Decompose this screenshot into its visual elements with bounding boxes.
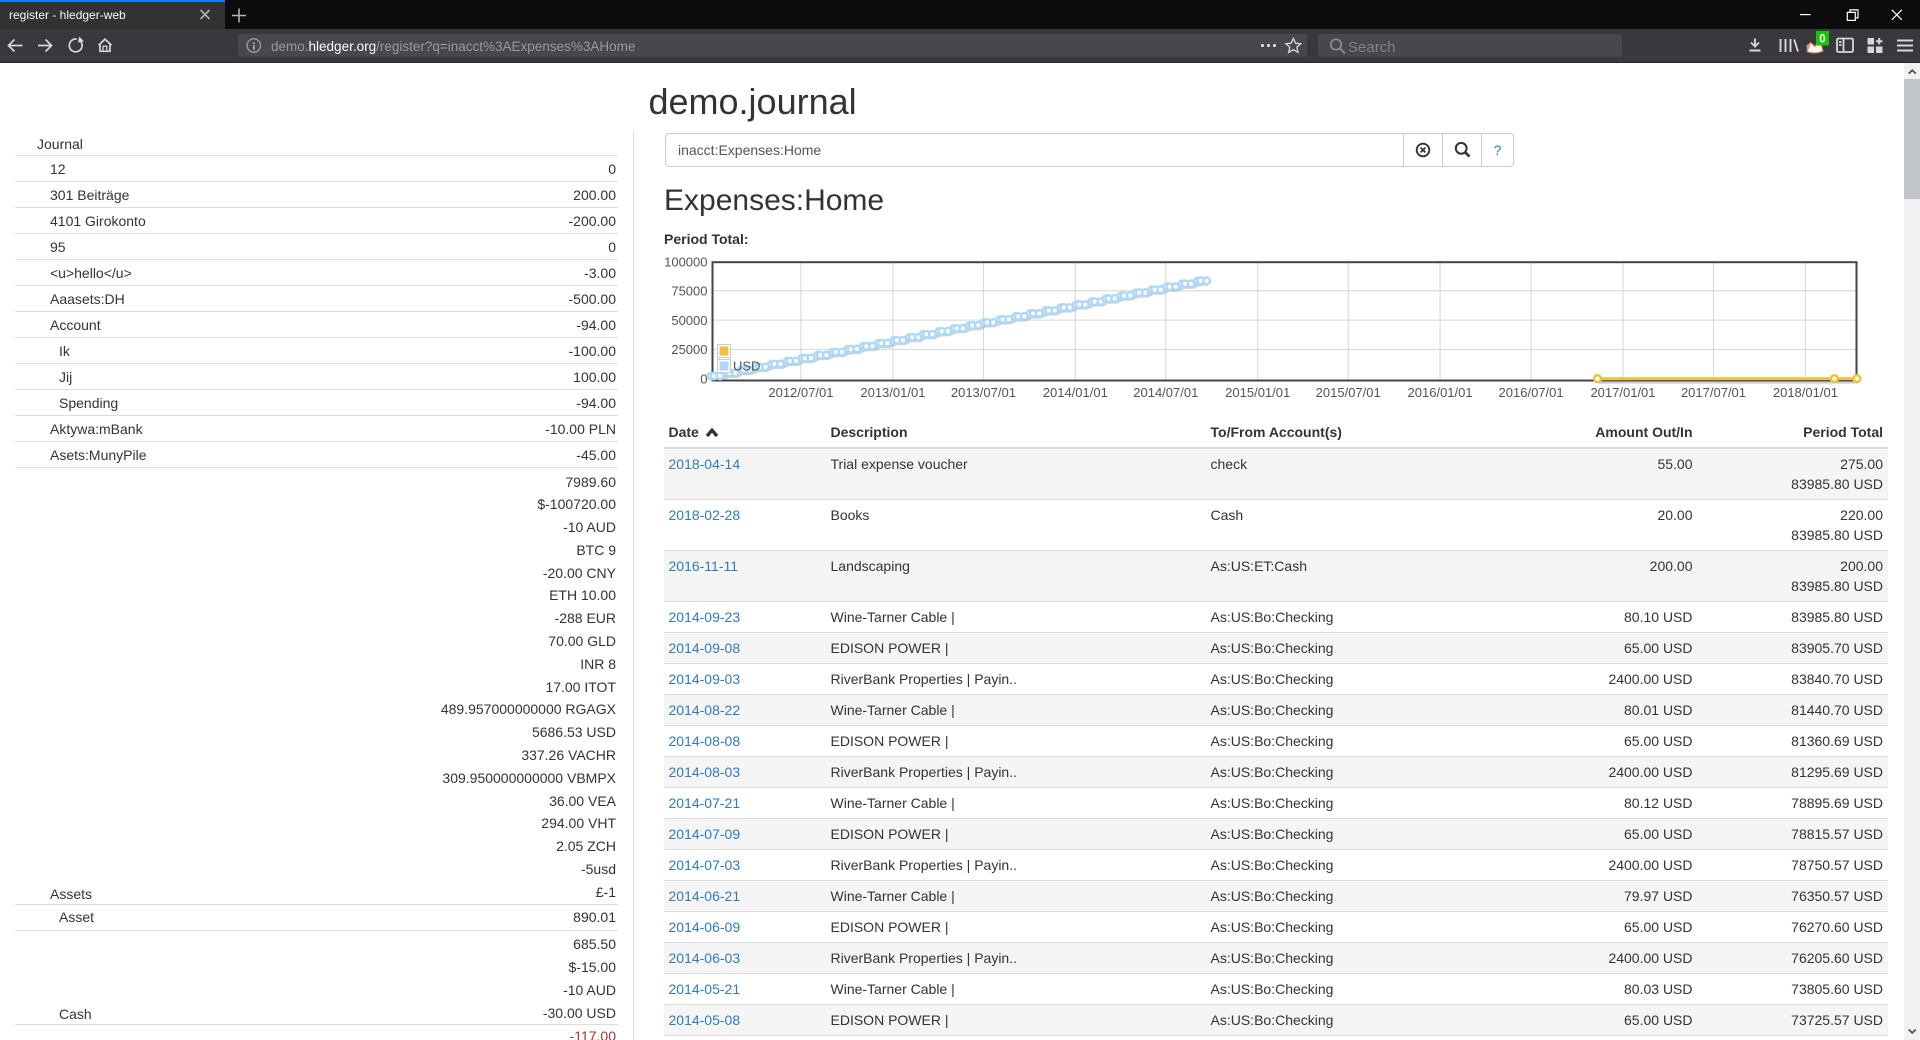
- svg-text:75000: 75000: [671, 284, 707, 299]
- svg-text:2017/07/01: 2017/07/01: [1681, 385, 1746, 400]
- svg-text:2014/01/01: 2014/01/01: [1043, 385, 1108, 400]
- svg-text:2018/01/01: 2018/01/01: [1773, 385, 1838, 400]
- svg-text:100000: 100000: [664, 255, 707, 270]
- svg-text:2014/07/01: 2014/07/01: [1133, 385, 1198, 400]
- svg-text:2013/01/01: 2013/01/01: [860, 385, 925, 400]
- svg-text:2016/07/01: 2016/07/01: [1499, 385, 1564, 400]
- svg-text:0: 0: [700, 371, 707, 386]
- svg-text:0: 0: [1819, 34, 1825, 46]
- svg-text:2012/07/01: 2012/07/01: [768, 385, 833, 400]
- svg-text:50000: 50000: [671, 313, 707, 328]
- svg-text:2016/01/01: 2016/01/01: [1408, 385, 1473, 400]
- svg-text:2013/07/01: 2013/07/01: [951, 385, 1016, 400]
- svg-text:2017/01/01: 2017/01/01: [1590, 385, 1655, 400]
- svg-text:2015/07/01: 2015/07/01: [1316, 385, 1381, 400]
- svg-text:25000: 25000: [671, 342, 707, 357]
- svg-text:2015/01/01: 2015/01/01: [1225, 385, 1290, 400]
- svg-text:USD: USD: [733, 359, 760, 374]
